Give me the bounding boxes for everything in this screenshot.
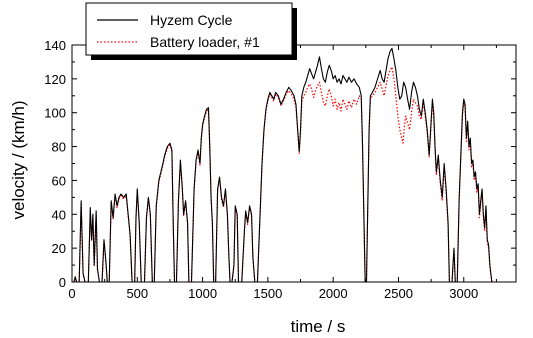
plot-area xyxy=(72,45,516,282)
series-line-hyzem xyxy=(72,47,494,282)
x-axis-label: time / s xyxy=(291,317,346,336)
legend-label-hyzem: Hyzem Cycle xyxy=(150,12,233,28)
y-axis-label: velocity / (km/h) xyxy=(9,100,28,219)
y-tick-label: 0 xyxy=(59,275,66,290)
x-tick-label: 0 xyxy=(68,286,75,301)
x-tick-label: 1500 xyxy=(253,286,282,301)
legend: Hyzem Cycle Battery loader, #1 xyxy=(85,2,297,60)
y-tick-label: 100 xyxy=(44,106,66,121)
y-tick-label: 60 xyxy=(52,173,66,188)
y-tick-label: 120 xyxy=(44,72,66,87)
legend-box xyxy=(85,2,293,56)
series-layer xyxy=(72,47,494,282)
y-tick-label: 80 xyxy=(52,140,66,155)
y-tick-label: 20 xyxy=(52,241,66,256)
x-tick-label: 3000 xyxy=(449,286,478,301)
x-tick-label: 500 xyxy=(126,286,148,301)
legend-label-battery: Battery loader, #1 xyxy=(150,34,260,50)
x-tick-label: 2500 xyxy=(384,286,413,301)
ticks-layer: 0 500 1000 1500 2000 2500 3000 0 20 40 60 80 100 120 1… xyxy=(44,38,516,301)
y-tick-label: 40 xyxy=(52,207,66,222)
y-tick-label: 140 xyxy=(44,38,66,53)
x-tick-label: 2000 xyxy=(319,286,348,301)
x-tick-label: 1000 xyxy=(188,286,217,301)
